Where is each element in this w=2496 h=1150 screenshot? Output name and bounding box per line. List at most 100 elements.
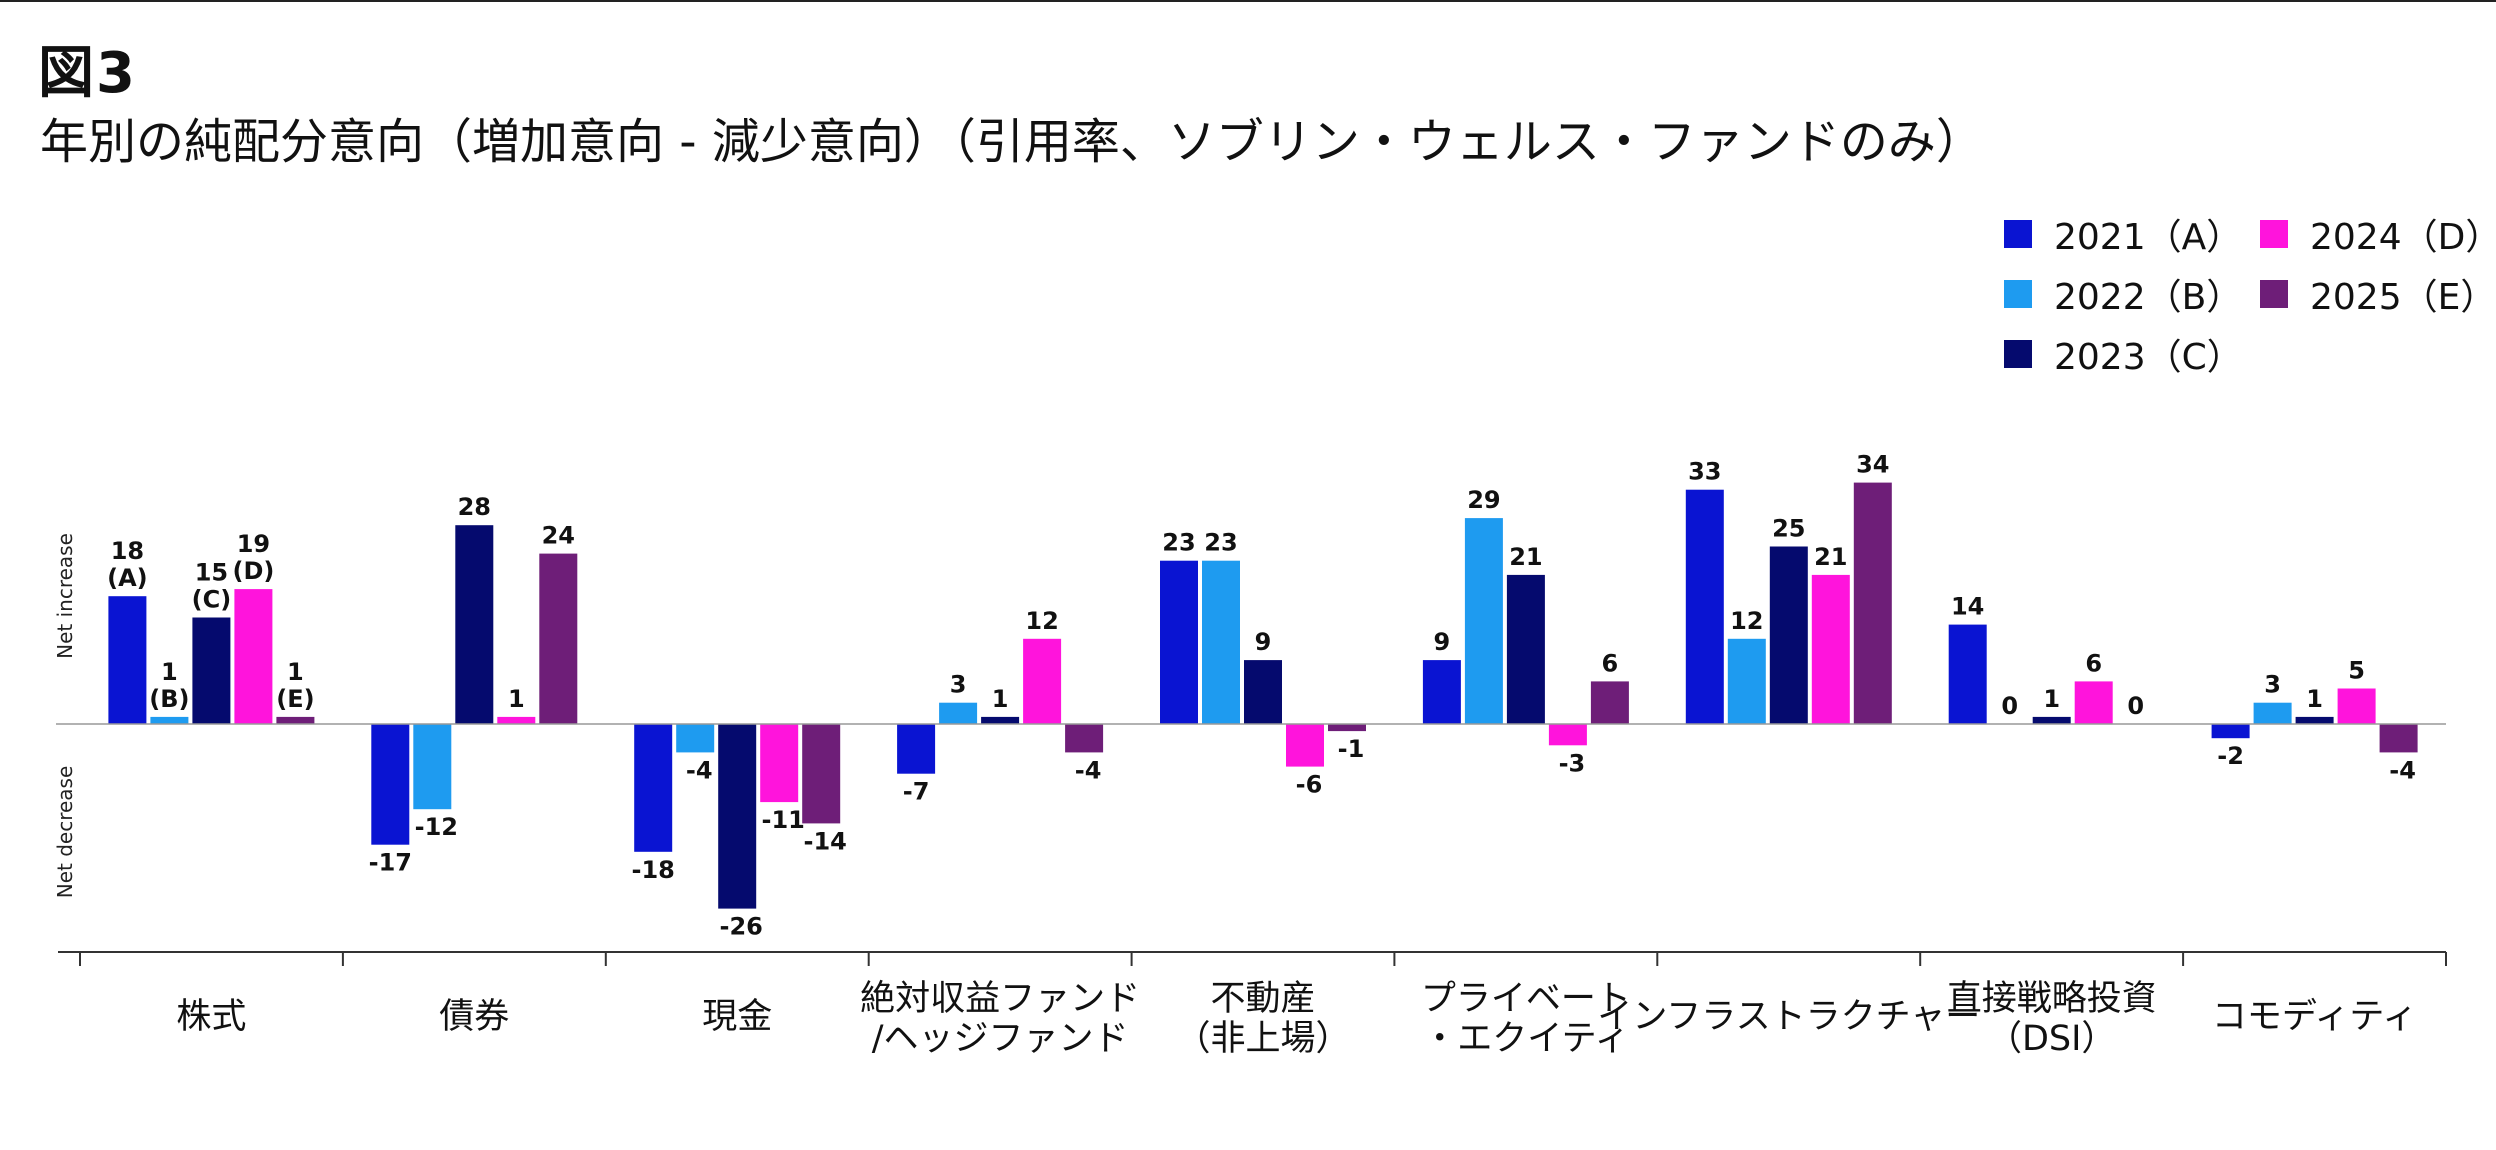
value-label-2023-cat0: 15	[195, 559, 228, 587]
value-labels-layer: 18(A)1(B)15(C)19(D)1(E)-17-1228124-18-4-…	[107, 451, 2416, 941]
value-label-2021-cat3: -7	[903, 778, 930, 806]
figure-label: 図3	[38, 41, 137, 106]
legend-item-2021: 2021（A）	[2004, 208, 2242, 260]
legend-item-2024: 2024（D）	[2260, 208, 2496, 260]
bar-2025-cat6	[1853, 482, 1892, 724]
value-label-2023-cat3: 1	[992, 685, 1009, 713]
bar-2022-cat2	[676, 724, 715, 753]
bar-2023-cat7	[2032, 716, 2071, 724]
value-label-2025-cat1: 24	[542, 522, 575, 550]
value-label-2024-cat5: -3	[1559, 749, 1586, 777]
bar-2025-cat4	[1328, 724, 1366, 732]
series-tag-2021: (A)	[107, 564, 148, 592]
category-label-6-line0: インフラストラクチャー	[1597, 997, 1980, 1037]
x-axis-ticks	[79, 952, 2447, 966]
bar-2025-cat3	[1065, 724, 1104, 753]
value-label-2022-cat2: -4	[686, 756, 713, 784]
value-label-2025-cat0: 1	[287, 658, 304, 686]
bars-layer	[108, 482, 2418, 909]
value-label-2023-cat6: 25	[1772, 515, 1805, 543]
value-label-2023-cat4: 9	[1255, 628, 1272, 656]
bar-2023-cat3	[981, 716, 1020, 724]
category-label-3-line1: /ヘッジファンド	[872, 1019, 1129, 1059]
value-label-2023-cat1: 28	[458, 493, 491, 521]
bar-2024-cat6	[1811, 574, 1850, 724]
value-label-2025-cat8: -4	[2389, 756, 2416, 784]
series-tag-2023: (C)	[192, 586, 232, 614]
legend-label-2022: 2022（B）	[2054, 277, 2243, 318]
bar-2024-cat5	[1548, 724, 1587, 746]
category-labels: 株式 債券 現金 絶対収益ファンド/ヘッジファンド 不動産（非上場） プライベート・エクイ…	[176, 979, 2417, 1059]
value-label-2024-cat0: 19	[237, 530, 270, 558]
value-label-2025-cat3: -4	[1075, 756, 1102, 784]
bar-2022-cat5	[1464, 518, 1503, 724]
top-border	[0, 0, 2496, 2]
value-label-2025-cat7: 0	[2127, 692, 2144, 720]
value-label-2024-cat8: 5	[2348, 657, 2365, 685]
chart-title: 年別の純配分意向（増加意向 - 減少意向）（引用率、ソブリン・ウェルス・ファンド…	[40, 114, 1984, 170]
bar-2022-cat4	[1202, 560, 1240, 724]
value-label-2025-cat2: -14	[804, 827, 847, 855]
category-label-1-line0: 債券	[439, 997, 509, 1037]
bar-2021-cat7	[1948, 624, 1987, 724]
bar-2023-cat0	[192, 617, 231, 724]
value-label-2024-cat6: 21	[1814, 543, 1847, 571]
legend-item-2023: 2023（C）	[2004, 328, 2243, 380]
series-tag-2024: (D)	[232, 557, 274, 585]
value-label-2022-cat0: 1	[161, 658, 178, 686]
value-label-2022-cat8: 3	[2264, 671, 2281, 699]
value-label-2022-cat5: 29	[1467, 486, 1500, 514]
value-label-2021-cat0: 18	[111, 537, 144, 565]
bar-2023-cat4	[1244, 660, 1282, 724]
value-label-2022-cat7: 0	[2001, 692, 2018, 720]
value-label-2021-cat2: -18	[632, 856, 675, 884]
value-label-2022-cat3: 3	[950, 671, 967, 699]
legend-item-2022: 2022（B）	[2004, 268, 2242, 320]
legend-label-2021: 2021（A）	[2054, 217, 2243, 258]
category-label-2-line0: 現金	[702, 997, 772, 1037]
bar-2021-cat8	[2211, 724, 2250, 739]
bar-2022-cat0	[150, 716, 189, 724]
value-label-2024-cat3: 12	[1025, 607, 1058, 635]
legend-label-2024: 2024（D）	[2310, 217, 2496, 258]
bar-2021-cat4	[1160, 560, 1198, 724]
value-label-2025-cat6: 34	[1856, 451, 1889, 479]
value-label-2024-cat1: 1	[508, 685, 525, 713]
value-label-2023-cat2: -26	[720, 913, 763, 941]
category-label-8-line0: コモディティ	[2212, 997, 2417, 1037]
y-label-net-decrease: Net decrease	[53, 766, 77, 899]
bar-2024-cat1	[497, 716, 536, 724]
bar-2024-cat2	[760, 724, 799, 803]
value-label-2022-cat1: -12	[415, 813, 458, 841]
bar-2024-cat8	[2337, 688, 2376, 724]
bar-2021-cat6	[1685, 489, 1724, 724]
category-label-5-line0: プライベート	[1421, 979, 1631, 1019]
value-label-2023-cat7: 1	[2043, 685, 2060, 713]
bar-2022-cat6	[1727, 638, 1766, 724]
value-label-2023-cat8: 1	[2306, 685, 2323, 713]
category-label-0-line0: 株式	[176, 997, 246, 1037]
category-label-3-line0: 絶対収益ファンド	[860, 979, 1140, 1019]
legend-swatch-2023	[2004, 340, 2032, 368]
series-tag-2025: (E)	[276, 685, 314, 713]
bar-2022-cat8	[2253, 702, 2292, 724]
series-tag-2022: (B)	[149, 685, 189, 713]
bar-2022-cat1	[413, 724, 452, 810]
bar-2025-cat0	[276, 716, 315, 724]
bar-2025-cat1	[539, 553, 578, 724]
value-label-2021-cat5: 9	[1434, 628, 1451, 656]
bar-2021-cat2	[634, 724, 673, 852]
value-label-2021-cat7: 14	[1951, 593, 1984, 621]
value-label-2024-cat2: -11	[762, 806, 805, 834]
bar-2022-cat3	[939, 702, 978, 724]
category-label-7-line0: 直接戦略投資	[1947, 979, 2157, 1019]
bar-2023-cat5	[1506, 574, 1545, 724]
category-label-5-line1: ・エクイティ	[1422, 1019, 1629, 1059]
bar-2024-cat4	[1286, 724, 1324, 767]
bar-2025-cat5	[1590, 681, 1629, 724]
legend-swatch-2021	[2004, 220, 2032, 248]
bar-2021-cat1	[371, 724, 410, 845]
bar-2021-cat5	[1422, 660, 1461, 724]
category-label-7-line1: （DSI）	[1987, 1019, 2117, 1059]
